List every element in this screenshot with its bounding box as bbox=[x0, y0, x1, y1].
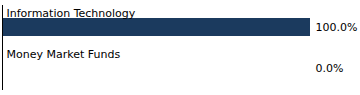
svg-text:0.0%: 0.0% bbox=[316, 62, 344, 75]
svg-text:Information Technology: Information Technology bbox=[7, 7, 136, 20]
svg-text:100.0%: 100.0% bbox=[316, 21, 358, 34]
svg-text:Money Market Funds: Money Market Funds bbox=[7, 48, 121, 61]
